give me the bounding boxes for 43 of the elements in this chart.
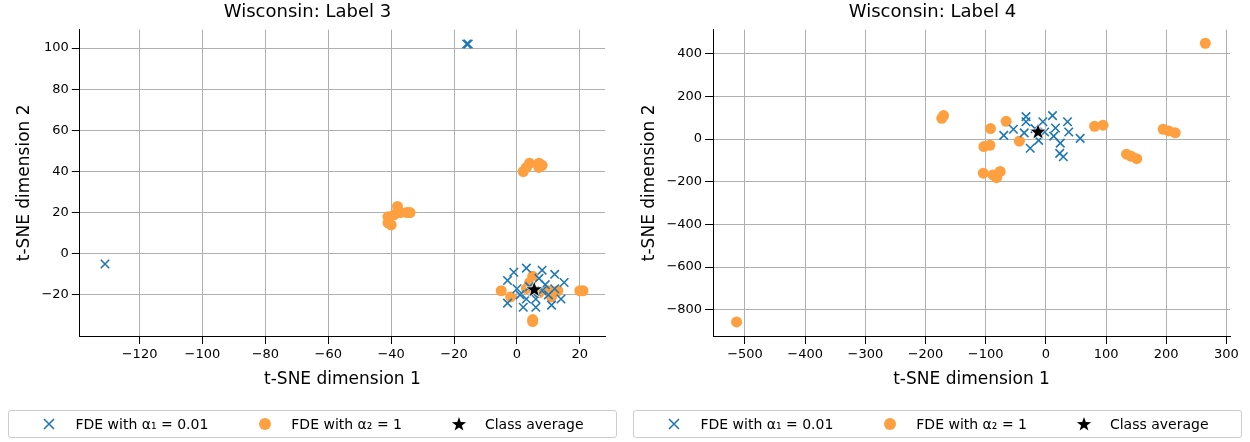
y-tick-label: 40 (52, 162, 69, 178)
legend-label: FDE with α₁ = 0.01 (75, 416, 209, 432)
legend-label: FDE with α₂ = 1 (291, 416, 402, 432)
x-tick-label: 0 (512, 346, 522, 362)
y-tick-label: 80 (52, 80, 69, 96)
x-tick-label: −300 (847, 346, 884, 362)
chart-title: Wisconsin: Label 3 (223, 0, 392, 22)
x-tick-label: 200 (1153, 346, 1179, 362)
x-tick-label: 20 (571, 346, 589, 362)
x-tick-label: −100 (967, 346, 1004, 362)
y-tick-label: −20 (41, 286, 69, 302)
x-tick-label: −100 (184, 346, 221, 362)
y-axis-title: t-SNE dimension 2 (637, 104, 658, 262)
chart-title: Wisconsin: Label 4 (848, 0, 1017, 22)
x-tick-label: −20 (440, 346, 468, 362)
y-tick-label: −800 (666, 301, 703, 317)
y-tick-label: 0 (60, 245, 69, 261)
y-tick-label: 60 (52, 121, 69, 137)
y-tick-label: 20 (52, 203, 69, 219)
x-tick-label: −200 (907, 346, 944, 362)
y-tick-label: −600 (666, 258, 703, 274)
y-tick-label: 400 (677, 45, 703, 61)
x-tick-label: −80 (251, 346, 280, 362)
x-axis-title: t-SNE dimension 1 (893, 368, 1050, 389)
y-tick-label: −200 (666, 173, 703, 189)
x-axis-title: t-SNE dimension 1 (264, 368, 421, 389)
y-tick-label: 200 (677, 87, 703, 103)
x-tick-label: 0 (1041, 346, 1051, 362)
legend-label: FDE with α₂ = 1 (916, 416, 1027, 432)
x-tick-label: 100 (1093, 346, 1119, 362)
x-tick-label: −40 (377, 346, 405, 362)
y-tick-label: 0 (693, 130, 703, 146)
legend-label: FDE with α₁ = 0.01 (700, 416, 834, 432)
x-tick-label: −400 (787, 346, 824, 362)
legend-label: Class average (484, 416, 584, 432)
y-axis-title: t-SNE dimension 2 (12, 104, 33, 262)
x-tick-label: −500 (727, 346, 763, 362)
legend-label: Class average (1109, 416, 1209, 432)
x-tick-label: −60 (314, 346, 342, 362)
x-tick-label: 300 (1213, 346, 1239, 362)
y-tick-label: 100 (44, 39, 69, 55)
y-tick-label: −400 (666, 215, 703, 231)
x-tick-label: −120 (121, 346, 158, 362)
